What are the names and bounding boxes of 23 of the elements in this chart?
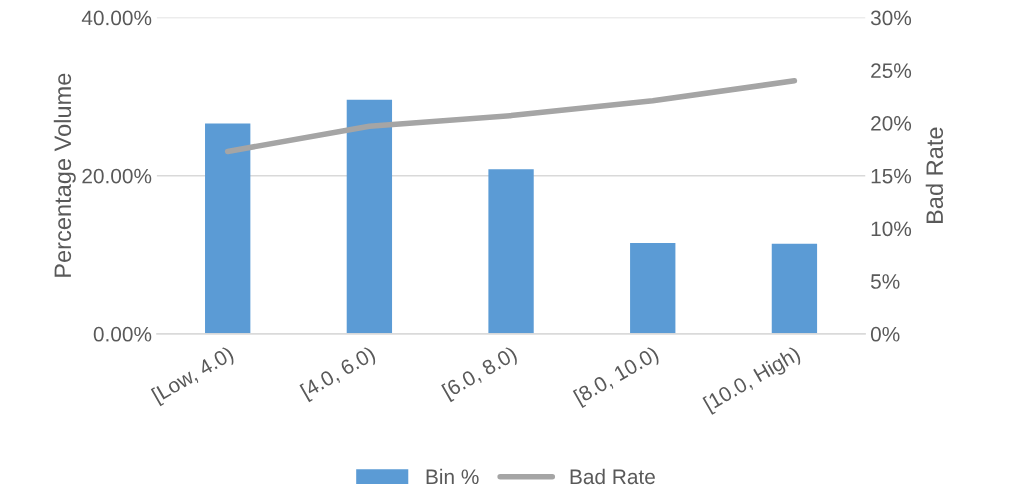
y-tick-label: 20.00% (82, 168, 152, 184)
y-tick-label: 40.00% (81, 10, 152, 26)
y2-tick-label: 20% (871, 115, 912, 131)
y2-axis-title: Bad Rate (925, 127, 944, 223)
y-axis-title: Percentage Volume (53, 73, 76, 277)
y2-tick-label: 15% (871, 168, 912, 184)
y2-tick-label: 10% (871, 221, 912, 237)
y2-tick-label: 25% (871, 63, 912, 79)
y2-tick-label: 5% (870, 274, 900, 289)
bar (771, 243, 818, 334)
x-tick-label: [4.0, 6.0) (299, 345, 378, 403)
y-tick-label: 0.00% (93, 326, 152, 342)
x-tick-label: [8.0, 10.0) (572, 345, 662, 408)
bar (630, 242, 676, 334)
y2-tick-label: 0% (870, 326, 900, 342)
bar (205, 123, 251, 334)
x-tick-label: [Low, 4.0) (150, 345, 237, 407)
legend-label: Bad Rate (570, 468, 655, 485)
legend-label: Bin % (426, 468, 479, 485)
y2-tick-label: 30% (870, 10, 912, 26)
x-tick-label: [6.0, 8.0) (441, 345, 520, 403)
bar (488, 169, 534, 334)
bar (346, 99, 393, 334)
